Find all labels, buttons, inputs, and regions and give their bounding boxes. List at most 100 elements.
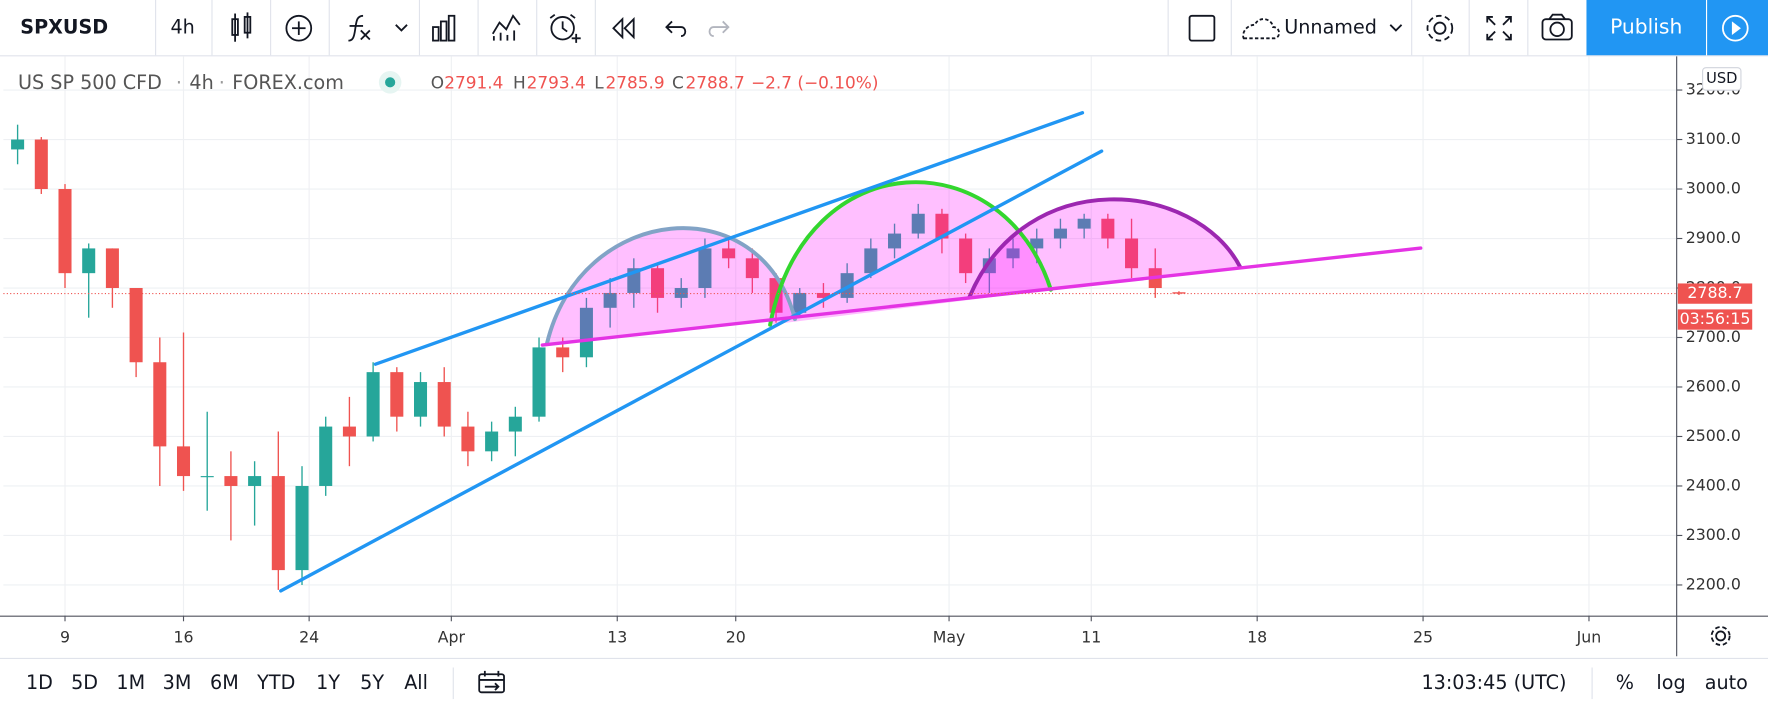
arc [967,197,1243,299]
status-dot [385,77,396,88]
x-tick-label: 9 [60,628,70,647]
candle-body [556,347,570,358]
currency-box[interactable] [1702,67,1742,91]
candle-body [82,248,96,274]
interval[interactable]: 4h [170,16,194,39]
scale-option[interactable]: auto [1705,671,1748,694]
y-tick-label: 2500.0 [1686,426,1741,445]
candle-body [271,476,285,571]
candle-body [437,382,451,427]
scale-option[interactable]: % [1616,671,1634,694]
undo-icon[interactable] [665,20,687,37]
symbol[interactable]: SPXUSD [20,16,108,39]
play-triangle [1731,21,1741,35]
range-button[interactable]: 5Y [360,671,384,694]
compare-icon[interactable] [285,14,313,42]
dot: · [219,71,225,94]
candle-body [11,139,25,150]
candle-body [508,416,522,432]
candle-body [793,292,807,313]
countdown-box [1677,309,1753,330]
range-button[interactable]: 3M [163,671,192,694]
candle-body [153,362,167,447]
y-tick-label: 2600.0 [1686,376,1741,395]
candle-body [295,485,309,571]
candle-body [532,347,546,417]
drawings [279,111,1423,593]
close-value: 2788.7 [686,72,745,92]
candle-body [722,248,736,259]
candle-body [34,139,48,190]
candle-body [414,382,428,417]
replay-icon[interactable] [612,16,635,40]
goto-date-icon[interactable] [478,670,505,694]
alert-icon[interactable] [549,13,581,43]
publish-button[interactable] [1586,0,1706,56]
y-tick-label: 2300.0 [1686,525,1741,544]
x-tick-label: 13 [607,628,627,647]
y-tick-label: 2900.0 [1686,228,1741,247]
open-label: O [431,72,444,92]
cloud-icon[interactable] [1242,18,1280,40]
candles-icon[interactable] [231,12,252,42]
currency[interactable]: USD [1706,70,1737,87]
templates-icon[interactable] [491,14,521,41]
x-tick-label: 18 [1247,628,1267,647]
x-tick-label: Jun [1576,628,1602,647]
x-tick-label: 25 [1413,628,1433,647]
arc [544,226,797,346]
layout-menu-arrow[interactable] [1389,24,1403,32]
candle-body [579,307,593,358]
financials-icon[interactable] [432,14,456,42]
scale-option[interactable]: log [1656,671,1685,694]
axis-settings-icon[interactable] [1710,626,1731,646]
arc-fill [546,228,795,344]
range-button[interactable]: 1D [26,671,53,694]
snapshot-icon[interactable] [1541,13,1573,41]
layout-name[interactable]: Unnamed [1284,16,1377,39]
exchange: FOREX.com [232,71,344,94]
range-button[interactable]: 5D [71,671,98,694]
candle-body [390,372,404,417]
candle-body [816,292,830,298]
expand-icon[interactable] [1486,16,1512,41]
candle-body [342,426,356,437]
close-label: C [672,72,684,92]
high-value: 2793.4 [527,72,586,92]
range-button[interactable]: YTD [256,671,295,694]
instrument-name: US SP 500 CFD [18,71,162,94]
last-price-box [1677,283,1753,304]
candle-body [1006,248,1020,259]
x-tick-label: 20 [726,628,746,647]
settings-icon[interactable] [1426,14,1454,42]
candle-body [200,476,214,478]
candle-body [698,248,712,289]
candle-body [176,446,191,477]
candle-body [224,476,238,486]
candle-body [1030,238,1044,249]
range-button[interactable]: All [404,671,428,694]
candle-body [603,292,617,308]
x-tick-label: 11 [1081,628,1101,647]
candle-body [105,248,119,289]
x-tick-label: 24 [299,628,319,647]
candle-body [461,426,475,452]
legend: US SP 500 CFD · 4h · FOREX.com O 2791.4 … [18,71,878,94]
fullscreen-square[interactable] [1188,14,1216,42]
candle-body [366,372,380,437]
indicators-icon[interactable] [348,14,408,42]
range-button[interactable]: 6M [210,671,239,694]
candle-body [1077,218,1091,229]
clock[interactable]: 13:03:45 (UTC) [1421,671,1566,694]
countdown: 03:56:15 [1680,309,1751,328]
publish-label[interactable]: Publish [1610,15,1682,39]
candle-body [745,258,759,279]
low-value: 2785.9 [605,72,664,92]
redo-icon[interactable] [708,20,730,37]
range-button[interactable]: 1M [116,671,145,694]
range-button[interactable]: 1Y [316,671,340,694]
candle-body [1053,228,1067,239]
last-price-label: 2788.7 [1687,283,1742,302]
candle-body [651,268,665,298]
